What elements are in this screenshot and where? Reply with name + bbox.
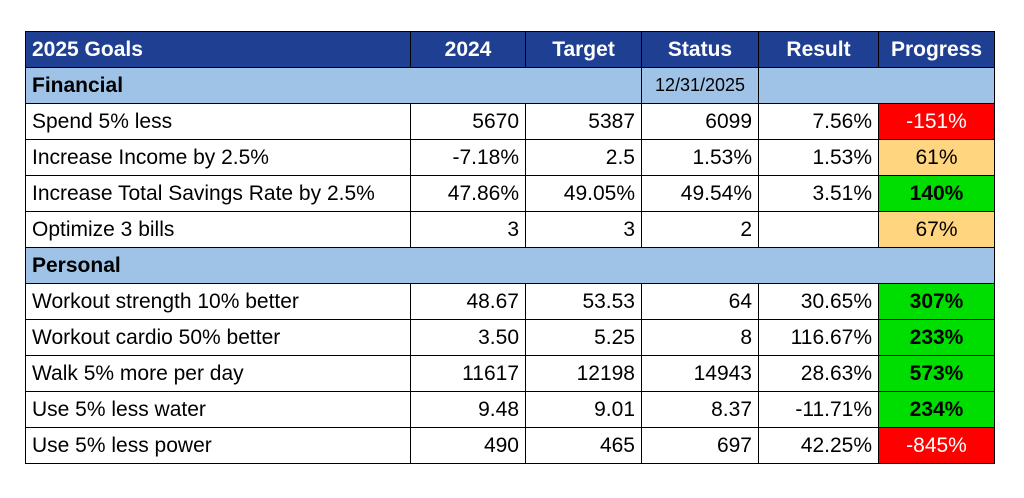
section-financial: Financial 12/31/2025	[25, 67, 995, 104]
result-cell[interactable]: 1.53%	[758, 139, 879, 176]
target-cell[interactable]: 12198	[525, 355, 642, 392]
target-cell[interactable]: 3	[525, 211, 642, 248]
table-row: Spend 5% less 5670 5387 6099 7.56% -151%	[25, 103, 995, 140]
goal-cell[interactable]: Workout cardio 50% better	[25, 319, 411, 356]
status-cell[interactable]: 6099	[641, 103, 759, 140]
result-cell[interactable]: 3.51%	[758, 175, 879, 212]
goals-table: 2025 Goals 2024 Target Status Result Pro…	[25, 31, 995, 464]
table-row: Optimize 3 bills 3 3 2 67%	[25, 211, 995, 248]
progress-cell[interactable]: 61%	[878, 139, 995, 176]
header-2024[interactable]: 2024	[410, 31, 526, 68]
progress-cell[interactable]: 233%	[878, 319, 995, 356]
value-2024-cell[interactable]: 48.67	[410, 283, 526, 320]
progress-cell[interactable]: 307%	[878, 283, 995, 320]
table-row: Workout cardio 50% better 3.50 5.25 8 116.67…	[25, 319, 995, 356]
progress-cell[interactable]: -151%	[878, 103, 995, 140]
table-row: Walk 5% more per day 11617 12198 14943 28.63…	[25, 355, 995, 392]
header-progress[interactable]: Progress	[878, 31, 995, 68]
goal-cell[interactable]: Use 5% less water	[25, 391, 411, 428]
status-cell[interactable]: 64	[641, 283, 759, 320]
target-cell[interactable]: 49.05%	[525, 175, 642, 212]
target-cell[interactable]: 53.53	[525, 283, 642, 320]
result-cell[interactable]: 42.25%	[758, 427, 879, 464]
goal-cell[interactable]: Spend 5% less	[25, 103, 411, 140]
status-cell[interactable]: 2	[641, 211, 759, 248]
value-2024-cell[interactable]: 5670	[410, 103, 526, 140]
section-filler[interactable]	[758, 67, 995, 104]
header-status[interactable]: Status	[641, 31, 759, 68]
result-cell[interactable]: 30.65%	[758, 283, 879, 320]
status-cell[interactable]: 1.53%	[641, 139, 759, 176]
progress-cell[interactable]: -845%	[878, 427, 995, 464]
status-date[interactable]: 12/31/2025	[641, 67, 759, 104]
table-row: Use 5% less power 490 465 697 42.25% -845%	[25, 427, 995, 464]
header-target[interactable]: Target	[525, 31, 642, 68]
table-row: Increase Income by 2.5% -7.18% 2.5 1.53% 1.5…	[25, 139, 995, 176]
value-2024-cell[interactable]: -7.18%	[410, 139, 526, 176]
section-title[interactable]: Financial	[25, 67, 642, 104]
table-row: Use 5% less water 9.48 9.01 8.37 -11.71% 234%	[25, 391, 995, 428]
value-2024-cell[interactable]: 11617	[410, 355, 526, 392]
target-cell[interactable]: 5387	[525, 103, 642, 140]
goal-cell[interactable]: Walk 5% more per day	[25, 355, 411, 392]
status-cell[interactable]: 49.54%	[641, 175, 759, 212]
status-cell[interactable]: 697	[641, 427, 759, 464]
status-cell[interactable]: 8	[641, 319, 759, 356]
goal-cell[interactable]: Use 5% less power	[25, 427, 411, 464]
section-title[interactable]: Personal	[25, 247, 995, 284]
target-cell[interactable]: 465	[525, 427, 642, 464]
progress-cell[interactable]: 573%	[878, 355, 995, 392]
value-2024-cell[interactable]: 490	[410, 427, 526, 464]
section-personal: Personal	[25, 247, 995, 284]
progress-cell[interactable]: 140%	[878, 175, 995, 212]
table-row: Workout strength 10% better 48.67 53.53 64 3…	[25, 283, 995, 320]
target-cell[interactable]: 9.01	[525, 391, 642, 428]
header-result[interactable]: Result	[758, 31, 879, 68]
status-cell[interactable]: 14943	[641, 355, 759, 392]
status-cell[interactable]: 8.37	[641, 391, 759, 428]
value-2024-cell[interactable]: 9.48	[410, 391, 526, 428]
result-cell[interactable]	[758, 211, 879, 248]
goal-cell[interactable]: Increase Total Savings Rate by 2.5%	[25, 175, 411, 212]
value-2024-cell[interactable]: 3	[410, 211, 526, 248]
goal-cell[interactable]: Workout strength 10% better	[25, 283, 411, 320]
result-cell[interactable]: 116.67%	[758, 319, 879, 356]
header-row: 2025 Goals 2024 Target Status Result Pro…	[25, 31, 995, 68]
result-cell[interactable]: 28.63%	[758, 355, 879, 392]
table-row: Increase Total Savings Rate by 2.5% 47.86…	[25, 175, 995, 212]
target-cell[interactable]: 2.5	[525, 139, 642, 176]
header-goal[interactable]: 2025 Goals	[25, 31, 411, 68]
value-2024-cell[interactable]: 3.50	[410, 319, 526, 356]
progress-cell[interactable]: 234%	[878, 391, 995, 428]
value-2024-cell[interactable]: 47.86%	[410, 175, 526, 212]
target-cell[interactable]: 5.25	[525, 319, 642, 356]
result-cell[interactable]: -11.71%	[758, 391, 879, 428]
goal-cell[interactable]: Optimize 3 bills	[25, 211, 411, 248]
goal-cell[interactable]: Increase Income by 2.5%	[25, 139, 411, 176]
result-cell[interactable]: 7.56%	[758, 103, 879, 140]
progress-cell[interactable]: 67%	[878, 211, 995, 248]
